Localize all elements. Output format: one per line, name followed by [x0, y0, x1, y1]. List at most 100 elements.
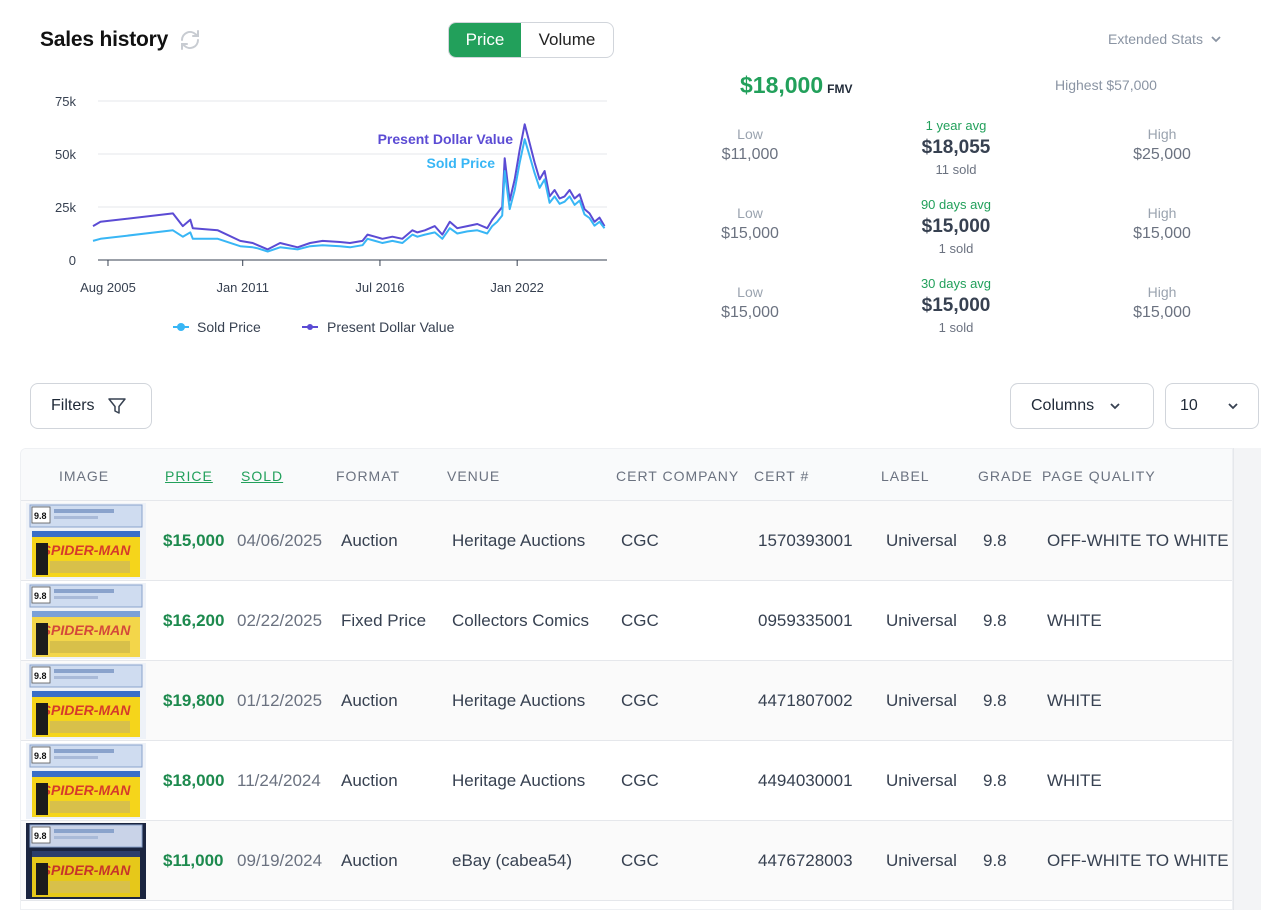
column-header-cert-company: CERT COMPANY — [616, 468, 740, 484]
row-venue: Heritage Auctions — [452, 691, 586, 710]
present-dollar-value-line — [92, 123, 606, 251]
thumb-title: SPIDER-MAN — [42, 622, 132, 638]
stat-low: Low $15,000 — [690, 284, 810, 322]
row-grade: 9.8 — [983, 851, 1007, 870]
thumb-title: SPIDER-MAN — [42, 542, 132, 558]
stat-low-value: $15,000 — [721, 304, 779, 321]
stat-avg-value: $15,000 — [921, 295, 991, 316]
table-row[interactable]: 9.8 SPIDER-MAN $11,000 09/19/2024 Auction eBa… — [21, 821, 1232, 901]
column-header-cert-number: CERT # — [754, 468, 810, 484]
stat-low-value: $15,000 — [721, 225, 779, 242]
row-label: Universal — [886, 691, 957, 710]
thumb-title: SPIDER-MAN — [42, 862, 132, 878]
stat-high: High $15,000 — [1102, 205, 1222, 243]
fmv: $18,000 FMV — [740, 72, 852, 99]
rows-per-page-value: 10 — [1180, 397, 1198, 414]
row-sold-date: 01/12/2025 — [237, 691, 323, 710]
column-header-grade: GRADE — [978, 468, 1033, 484]
stat-avg-value: $15,000 — [921, 216, 991, 237]
table-header: IMAGE PRICE SOLD FORMAT VENUE CERT COMPA… — [21, 449, 1232, 501]
y-tick-label: 75k — [55, 94, 76, 109]
row-venue: Heritage Auctions — [452, 531, 586, 550]
thumb-grade: 9.8 — [34, 511, 47, 521]
x-tick-label: Jan 2011 — [216, 280, 269, 295]
row-price: $15,000 — [163, 531, 225, 550]
y-tick-label: 0 — [69, 253, 76, 268]
filter-icon — [107, 398, 126, 414]
stat-low-value: $11,000 — [721, 146, 779, 163]
column-header-page-quality: PAGE QUALITY — [1042, 468, 1156, 484]
chart-svg: 0 25k 50k 75k Aug 2005 Jan 2011 Jul 2016 Jan 20… — [55, 94, 607, 335]
row-price: $19,800 — [163, 691, 225, 710]
column-header-image: IMAGE — [59, 468, 110, 484]
volume-toggle-button[interactable]: Volume — [538, 30, 596, 49]
row-cert-company: CGC — [621, 691, 659, 710]
table-row[interactable]: 9.8 SPIDER-MAN $18,000 11/24/2024 Auction Her… — [21, 741, 1232, 821]
stat-sold-count: 1 sold — [938, 320, 974, 335]
stat-avg: 90 days avg $15,000 1 sold — [886, 197, 1026, 256]
comic-thumbnail[interactable]: 9.8 SPIDER-MAN — [26, 663, 146, 739]
columns-button[interactable]: Columns — [1010, 383, 1154, 429]
row-grade: 9.8 — [983, 691, 1007, 710]
row-cert-number: 4494030001 — [758, 771, 853, 790]
extended-stats-dropdown[interactable]: Extended Stats — [1108, 31, 1223, 47]
stat-row-30-days: Low $15,000 30 days avg $15,000 1 sold H… — [690, 276, 1230, 336]
stat-period: 30 days avg — [920, 276, 992, 291]
stat-low: Low $15,000 — [690, 205, 810, 243]
row-format: Auction — [341, 531, 398, 550]
refresh-icon[interactable] — [178, 28, 202, 52]
row-sold-date: 02/22/2025 — [237, 611, 323, 630]
thumb-grade: 9.8 — [34, 671, 47, 681]
filters-button[interactable]: Filters — [30, 383, 152, 429]
stat-high-value: $25,000 — [1133, 146, 1191, 163]
column-header-label: LABEL — [881, 468, 930, 484]
column-header-format: FORMAT — [336, 468, 401, 484]
row-venue: Heritage Auctions — [452, 771, 586, 790]
row-cert-company: CGC — [621, 611, 659, 630]
stat-sold-count: 1 sold — [938, 241, 974, 256]
extended-stats-label: Extended Stats — [1108, 31, 1203, 47]
stat-period: 1 year avg — [925, 118, 987, 133]
rows-per-page-select[interactable]: 10 — [1165, 383, 1259, 429]
row-cert-number: 4471807002 — [758, 691, 853, 710]
sales-table: IMAGE PRICE SOLD FORMAT VENUE CERT COMPA… — [20, 448, 1233, 910]
comic-thumbnail[interactable]: 9.8 SPIDER-MAN — [26, 743, 146, 819]
stat-high-label: High — [1147, 284, 1177, 300]
table-row[interactable]: 9.8 SPIDER-MAN $16,200 02/22/2025 Fixed Pric… — [21, 581, 1232, 661]
row-page-quality: WHITE — [1047, 611, 1102, 630]
comic-thumbnail[interactable]: 9.8 SPIDER-MAN — [26, 583, 146, 659]
fmv-value: $18,000 — [740, 72, 824, 98]
stat-high: High $15,000 — [1102, 284, 1222, 322]
row-format: Auction — [341, 691, 398, 710]
x-tick-label: Jul 2016 — [355, 280, 404, 295]
chevron-down-icon — [1228, 403, 1238, 410]
page-title: Sales history — [40, 28, 169, 51]
row-price: $18,000 — [163, 771, 225, 790]
stat-low-label: Low — [737, 284, 763, 300]
stat-high-label: High — [1147, 205, 1177, 221]
sales-history-chart: 0 25k 50k 75k Aug 2005 Jan 2011 Jul 2016 Jan 20… — [40, 80, 620, 350]
row-format: Auction — [341, 771, 398, 790]
table-row[interactable]: 9.8 SPIDER-MAN $15,000 04/06/2025 Auction Her… — [21, 501, 1232, 581]
legend-marker-present-dollar-value — [307, 324, 313, 330]
row-page-quality: OFF-WHITE TO WHITE — [1047, 531, 1229, 550]
stat-low-label: Low — [737, 205, 763, 221]
comic-thumbnail[interactable]: 9.8 SPIDER-MAN — [26, 823, 146, 899]
stat-avg: 1 year avg $18,055 11 sold — [886, 118, 1026, 177]
row-sold-date: 09/19/2024 — [237, 851, 323, 870]
price-toggle-button[interactable]: Price — [449, 23, 521, 57]
stat-high-value: $15,000 — [1133, 225, 1191, 242]
fmv-unit: FMV — [827, 82, 853, 96]
comic-thumbnail[interactable]: 9.8 SPIDER-MAN — [26, 503, 146, 579]
filters-label: Filters — [51, 397, 95, 414]
table-scrollbar[interactable] — [1233, 448, 1261, 910]
table-row[interactable]: 9.8 SPIDER-MAN $19,800 01/12/2025 Auction Her… — [21, 661, 1232, 741]
row-cert-number: 4476728003 — [758, 851, 853, 870]
column-header-sold[interactable]: SOLD — [241, 468, 284, 484]
row-sold-date: 11/24/2024 — [237, 771, 321, 790]
row-cert-number: 1570393001 — [758, 531, 853, 550]
row-sold-date: 04/06/2025 — [237, 531, 323, 550]
annotation-present-dollar-value: Present Dollar Value — [378, 131, 514, 147]
row-label: Universal — [886, 771, 957, 790]
column-header-price[interactable]: PRICE — [165, 468, 213, 484]
